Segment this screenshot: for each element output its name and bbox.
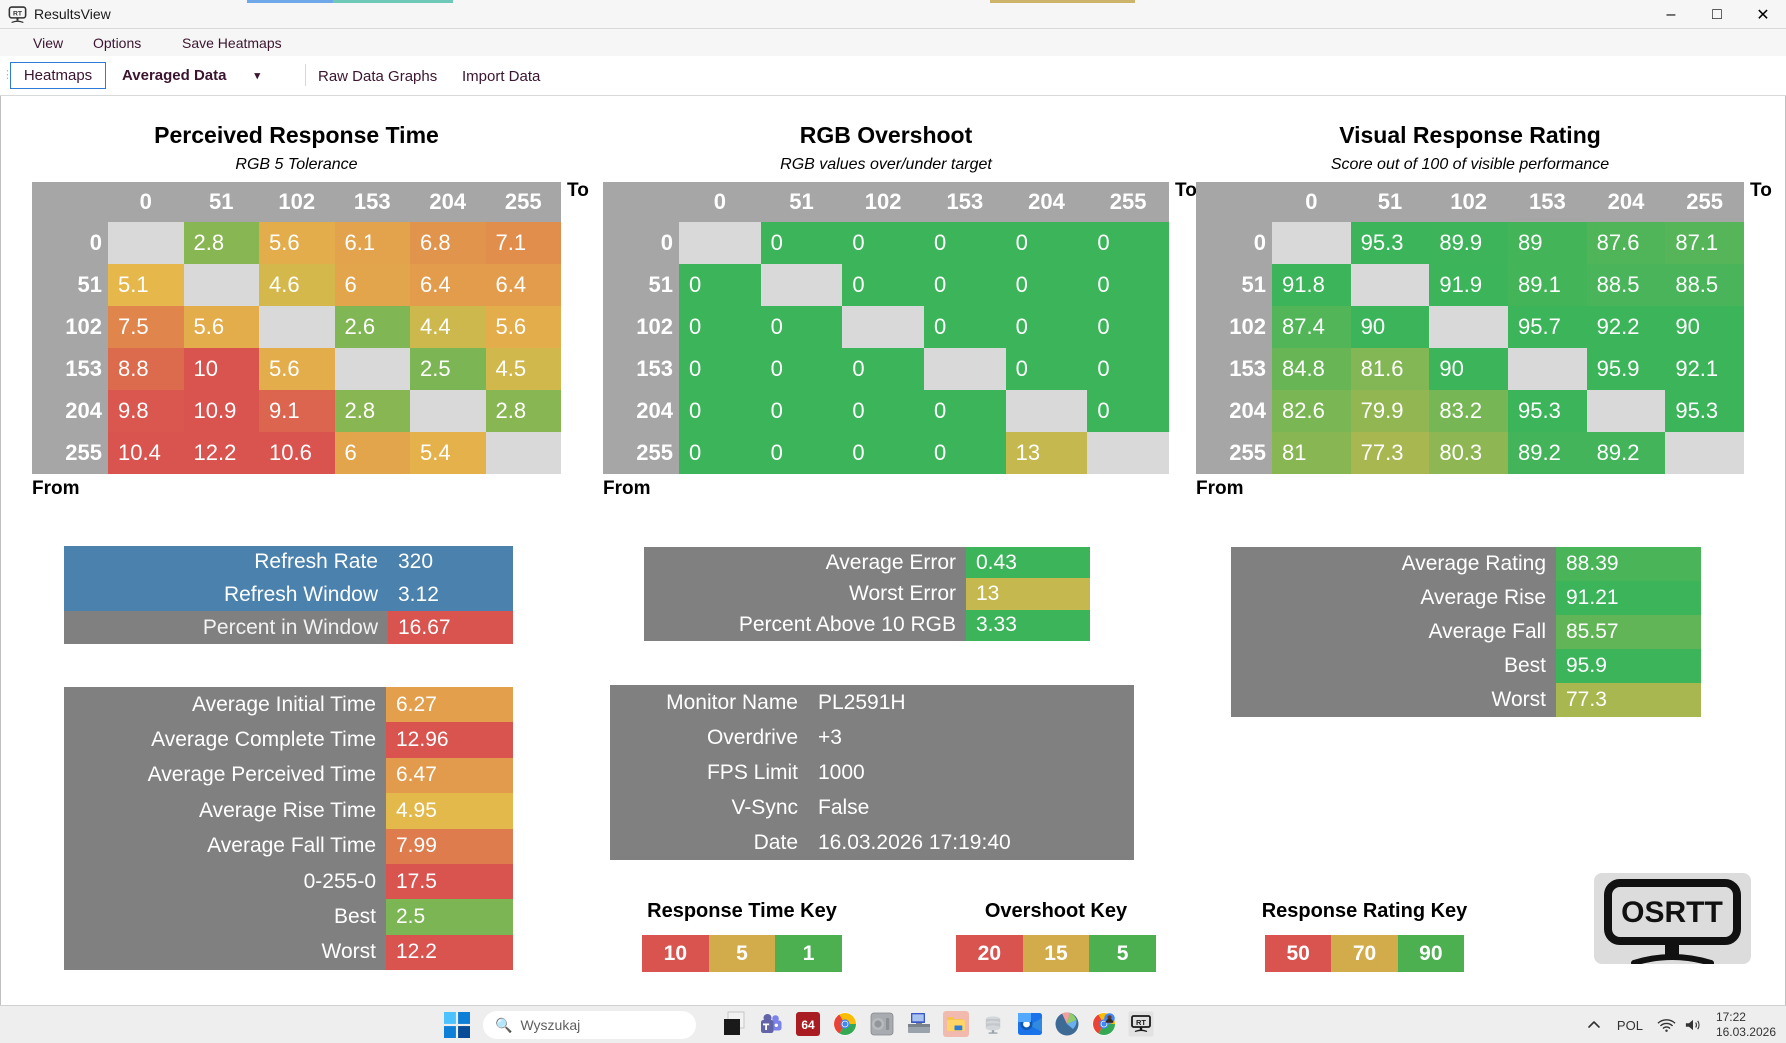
svg-text:RT: RT — [1136, 1018, 1146, 1027]
svg-text:OSRTT: OSRTT — [1621, 896, 1723, 929]
svg-text:RT: RT — [13, 11, 23, 18]
svg-text:64: 64 — [801, 1018, 815, 1032]
